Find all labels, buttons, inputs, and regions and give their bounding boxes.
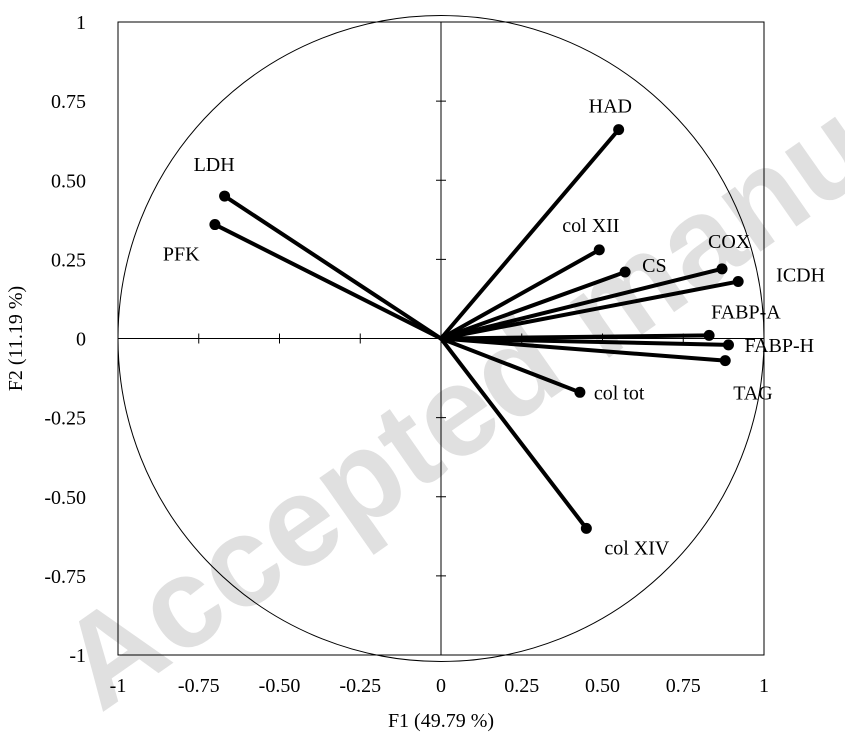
vector-end-point-fabp-h xyxy=(722,339,734,351)
vector-end-point-col-tot xyxy=(574,386,586,398)
vector-had xyxy=(439,127,621,341)
y-tick-label: 1 xyxy=(76,12,86,34)
y-tick-label: 0.50 xyxy=(51,170,86,192)
x-tick-label: 0.50 xyxy=(585,675,620,697)
label-had: HAD xyxy=(589,96,632,118)
y-ticks: 1 0.75 0.50 0.25 0 -0.25 -0.50 -0.75 -1 xyxy=(44,12,446,667)
vector-fabp-h xyxy=(439,336,731,347)
label-col-tot: col tot xyxy=(594,382,645,404)
variable-labels: HAD LDH PFK col XII CS COX ICDH FABP-A FABP-H TAG… xyxy=(163,96,825,560)
vector-ldh xyxy=(222,194,443,341)
x-tick-label: 0.25 xyxy=(504,675,539,697)
label-tag: TAG xyxy=(733,383,773,405)
x-tick-label: 0 xyxy=(436,675,446,697)
label-fabp-h: FABP-H xyxy=(744,335,814,357)
vector-end-point-col-xiv xyxy=(580,522,592,534)
y-tick-label: -0.75 xyxy=(44,566,86,588)
vector-icdh xyxy=(439,279,741,341)
label-cs: CS xyxy=(642,255,666,277)
label-fabp-a: FABP-A xyxy=(711,301,781,323)
label-cox: COX xyxy=(708,231,751,253)
y-tick-label: -0.50 xyxy=(44,487,86,509)
label-icdh: ICDH xyxy=(776,265,825,287)
y-tick-label: -0.25 xyxy=(44,408,86,430)
x-tick-label: -1 xyxy=(110,675,127,697)
y-tick-label: 0.25 xyxy=(51,249,86,271)
x-tick-label: -0.25 xyxy=(339,675,381,697)
vector-end-point-fabp-a xyxy=(703,329,715,341)
watermark: Accepted manus xyxy=(35,32,845,733)
vector-col-xiv xyxy=(439,336,589,531)
vector-end-point-cs xyxy=(619,266,631,278)
vector-end-point-col-xii xyxy=(593,244,605,256)
y-tick-label: 0 xyxy=(76,329,86,351)
y-tick-label: -1 xyxy=(69,645,86,667)
vector-cox xyxy=(439,266,725,341)
vector-end-point-pfk xyxy=(209,219,221,231)
vector-pfk xyxy=(212,222,443,341)
vector-end-point-icdh xyxy=(732,276,744,288)
label-pfk: PFK xyxy=(163,244,200,266)
vector-col-xii xyxy=(439,247,602,341)
vector-end-point-ldh xyxy=(219,190,231,202)
vector-end-point-had xyxy=(613,124,625,136)
x-tick-label: -0.50 xyxy=(259,675,301,697)
variable-vectors xyxy=(209,124,744,534)
vector-end-point-tag xyxy=(719,355,731,367)
x-tick-label: -0.75 xyxy=(178,675,220,697)
vector-cs xyxy=(439,270,628,341)
y-axis-title: F2 (11.19 %) xyxy=(5,286,27,391)
vector-tag xyxy=(439,336,728,363)
x-tick-label: 0.75 xyxy=(666,675,701,697)
vector-col-tot xyxy=(439,336,582,395)
x-ticks: -1 -0.75 -0.50 -0.25 0 0.25 0.50 0.75 1 xyxy=(110,333,769,697)
x-tick-label: 1 xyxy=(759,675,769,697)
x-axis-title: F1 (49.79 %) xyxy=(388,710,494,732)
label-col-xiv: col XIV xyxy=(604,537,670,559)
y-tick-label: 0.75 xyxy=(51,91,86,113)
vector-end-point-cox xyxy=(716,263,728,275)
label-ldh: LDH xyxy=(194,154,235,176)
label-col-xii: col XII xyxy=(562,215,619,237)
